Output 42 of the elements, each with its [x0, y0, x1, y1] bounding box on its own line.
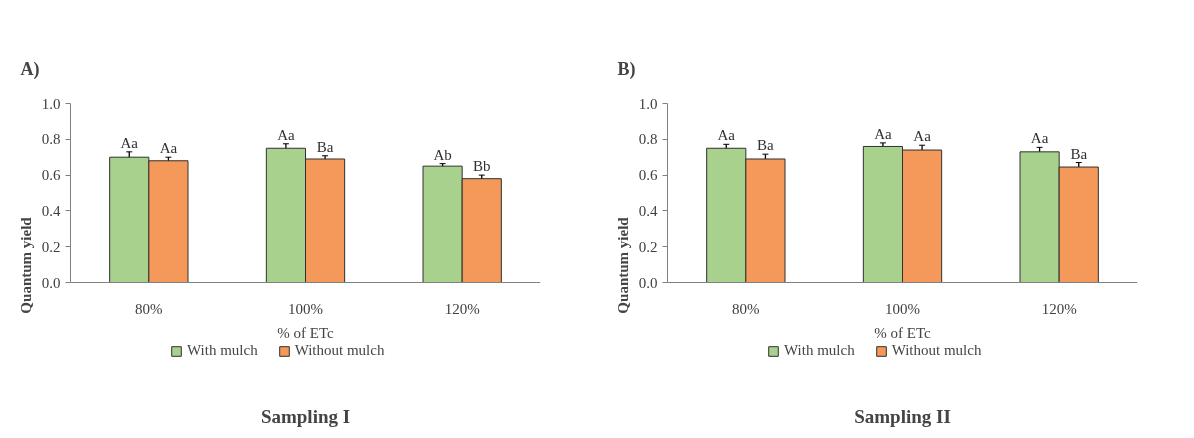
data-label: Aa: [1030, 130, 1049, 147]
data-label: Aa: [913, 128, 932, 145]
x-tick-label: 120%: [1041, 300, 1077, 317]
data-label: Aa: [120, 134, 139, 151]
data-label: Ba: [757, 137, 775, 154]
data-label: Aa: [159, 140, 178, 157]
text: Sampling II: [854, 406, 951, 427]
data-label: Ab: [433, 146, 452, 163]
y-tick-label: 1.0: [638, 95, 658, 112]
y-tick-label: 0.2: [41, 238, 61, 255]
legend-label: With mulch: [187, 342, 258, 359]
data-label: Aa: [874, 125, 892, 142]
y-tick-label: 0.8: [41, 131, 61, 148]
y-tick-label: 0.0: [41, 274, 61, 291]
y-tick-label: 0.4: [638, 202, 658, 219]
text: B): [617, 58, 636, 80]
legend-label: With mulch: [784, 342, 855, 359]
y-tick-label: 0.2: [638, 238, 658, 255]
data-label: Ba: [316, 138, 334, 155]
legend-label: Without mulch: [294, 342, 385, 359]
y-tick-label: 0.8: [638, 131, 658, 148]
x-tick-label: 100%: [288, 300, 323, 317]
data-label: Aa: [277, 126, 295, 143]
x-tick-label: 80%: [732, 300, 760, 317]
y-tick-label: 0.6: [41, 167, 61, 184]
y-tick-label: 0.0: [638, 274, 658, 291]
text: A): [20, 58, 40, 80]
legend-label: Without mulch: [891, 342, 982, 359]
data-label: Aa: [717, 127, 736, 144]
text: Sampling I: [260, 406, 351, 427]
data-label: Bb: [473, 158, 491, 175]
x-axis-title: % of ETc: [874, 324, 932, 341]
y-axis-title: Quantum yield: [17, 216, 34, 314]
y-axis-title: Quantum yield: [614, 216, 631, 314]
y-tick-label: 0.6: [638, 167, 658, 184]
data-label: Ba: [1070, 145, 1088, 162]
x-tick-label: 100%: [885, 300, 920, 317]
x-tick-label: 80%: [135, 300, 163, 317]
x-axis-title: % of ETc: [277, 324, 335, 341]
y-tick-label: 1.0: [41, 95, 61, 112]
x-tick-label: 120%: [444, 300, 480, 317]
y-tick-label: 0.4: [41, 202, 61, 219]
